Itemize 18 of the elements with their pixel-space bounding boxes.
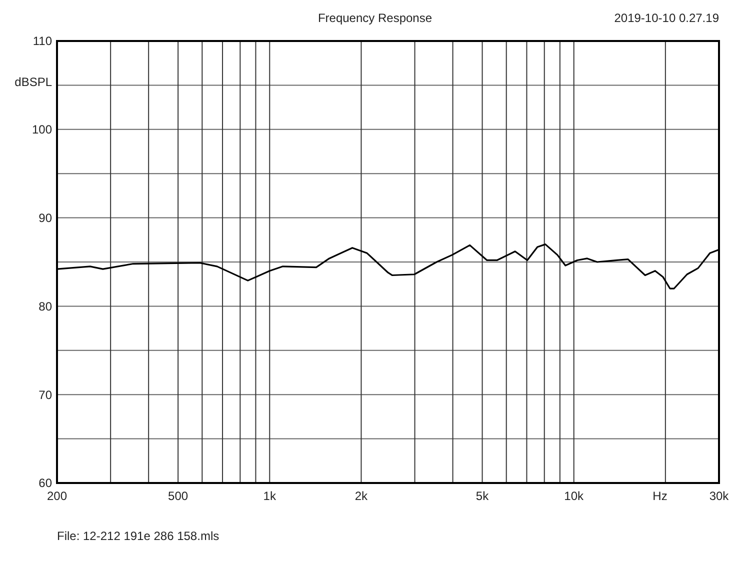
x-tick-label: 10k (564, 489, 585, 503)
y-tick-label: 100 (32, 122, 52, 137)
x-tick-label: 500 (168, 489, 188, 503)
x-axis-title: Hz (652, 489, 668, 503)
x-tick-label: 2k (354, 489, 369, 503)
y-tick-label: 70 (38, 388, 52, 402)
x-tick-label: 1k (263, 489, 277, 503)
x-tick-label: 5k (476, 489, 490, 503)
x-tick-label: 200 (46, 489, 68, 503)
text: 2019-10-10 0.27.19 (614, 11, 720, 25)
chart-title: Frequency Response (318, 11, 432, 25)
y-tick-label: 60 (38, 476, 52, 490)
x-tick-label: 30k (709, 489, 730, 503)
y-tick-label: 90 (38, 211, 52, 225)
y-axis-title: dBSPL (14, 75, 52, 89)
text: File: 12-212 191e 286 158.mls (57, 529, 220, 543)
y-tick-label: 110 (32, 34, 52, 48)
y-tick-label: 80 (38, 299, 52, 314)
